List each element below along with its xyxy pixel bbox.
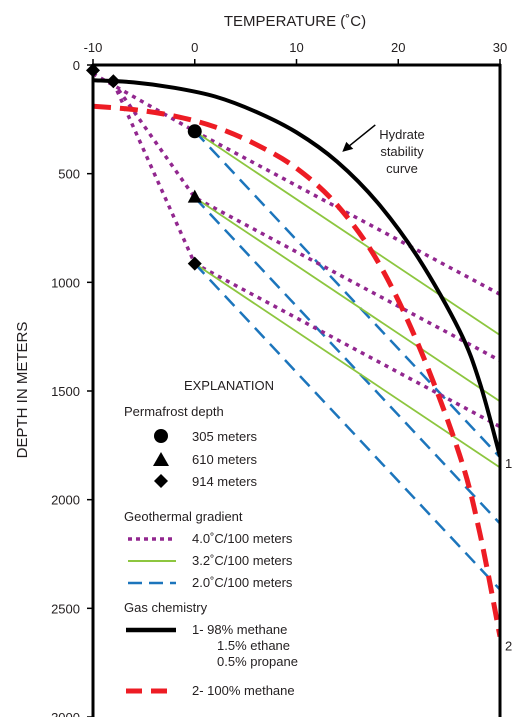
y-tick-label: 500	[58, 167, 80, 182]
y-tick-label: 2500	[51, 601, 80, 616]
legend-label-g32: 3.2˚C/100 meters	[192, 553, 293, 568]
legend-group-permafrost-heading: Permafrost depth	[124, 404, 224, 419]
legend-label-914: 914 meters	[192, 474, 258, 489]
x-tick-label: 10	[289, 40, 303, 55]
x-tick-label: 30	[493, 40, 507, 55]
legend-label-gas2: 2- 100% methane	[192, 683, 295, 698]
legend-triangle-marker	[153, 452, 169, 466]
tick-layer: -10 0 10 20 30 0 500 1000 1500 2000 2500 3000	[51, 40, 507, 717]
x-tick-label: 20	[391, 40, 405, 55]
y-tick-label: 3000	[51, 710, 80, 717]
series-line-perma914_g20	[193, 262, 501, 591]
hydrate-annotation-text: curve	[386, 161, 418, 176]
series-line-perma610_g20	[193, 196, 501, 525]
series-line-perma305_g32	[194, 130, 501, 336]
legend-group-gas-heading: Gas chemistry	[124, 600, 208, 615]
series-line-perma914_g32	[194, 262, 501, 469]
circle-marker	[187, 124, 202, 139]
y-tick-label: 1000	[51, 275, 80, 290]
series-line-hydrate_methane_mix	[92, 78, 501, 457]
series-layer	[92, 72, 501, 638]
legend-circle-marker	[154, 429, 168, 443]
legend: EXPLANATION Permafrost depth 305 meters …	[124, 378, 298, 698]
y-tick-label: 2000	[51, 493, 80, 508]
series-line-perma610_g32	[194, 196, 501, 403]
x-tick-label: 0	[191, 40, 198, 55]
y-tick-label: 0	[73, 58, 80, 73]
legend-title: EXPLANATION	[184, 378, 274, 393]
legend-label-gas1-line3: 0.5% propane	[217, 654, 298, 669]
triangle-marker	[187, 189, 202, 203]
diamond-marker	[106, 74, 121, 89]
legend-label-gas1-line2: 1.5% ethane	[217, 638, 290, 653]
y-axis-title: DEPTH IN METERS	[14, 322, 31, 459]
y-tick-label: 1500	[51, 384, 80, 399]
legend-label-g20: 2.0˚C/100 meters	[192, 575, 293, 590]
annotation-layer: Hydrate stability curve 1 2	[342, 124, 512, 654]
curve-1-label: 1	[505, 456, 512, 471]
curve-2-label: 2	[505, 639, 512, 654]
legend-group-gradient-heading: Geothermal gradient	[124, 509, 243, 524]
hydrate-annotation-text: stability	[380, 144, 424, 159]
legend-diamond-marker	[154, 474, 168, 488]
hydrate-annotation-arrowhead	[342, 141, 354, 152]
legend-label-g40: 4.0˚C/100 meters	[192, 531, 293, 546]
legend-label-305: 305 meters	[192, 429, 258, 444]
series-line-perma305_g20	[193, 130, 501, 459]
series-line-perma914_g40	[111, 81, 501, 429]
hydrate-annotation-text: Hydrate	[379, 127, 425, 142]
series-line-perma305_g40	[92, 72, 501, 296]
legend-label-gas1-line1: 1- 98% methane	[192, 622, 287, 637]
legend-label-610: 610 meters	[192, 452, 258, 467]
series-line-hydrate_pure_methane	[92, 103, 501, 638]
x-tick-label: -10	[84, 40, 103, 55]
series-line-perma610_g40	[111, 81, 501, 363]
diamond-marker	[187, 256, 202, 271]
x-axis-title: TEMPERATURE (˚C)	[224, 13, 366, 30]
